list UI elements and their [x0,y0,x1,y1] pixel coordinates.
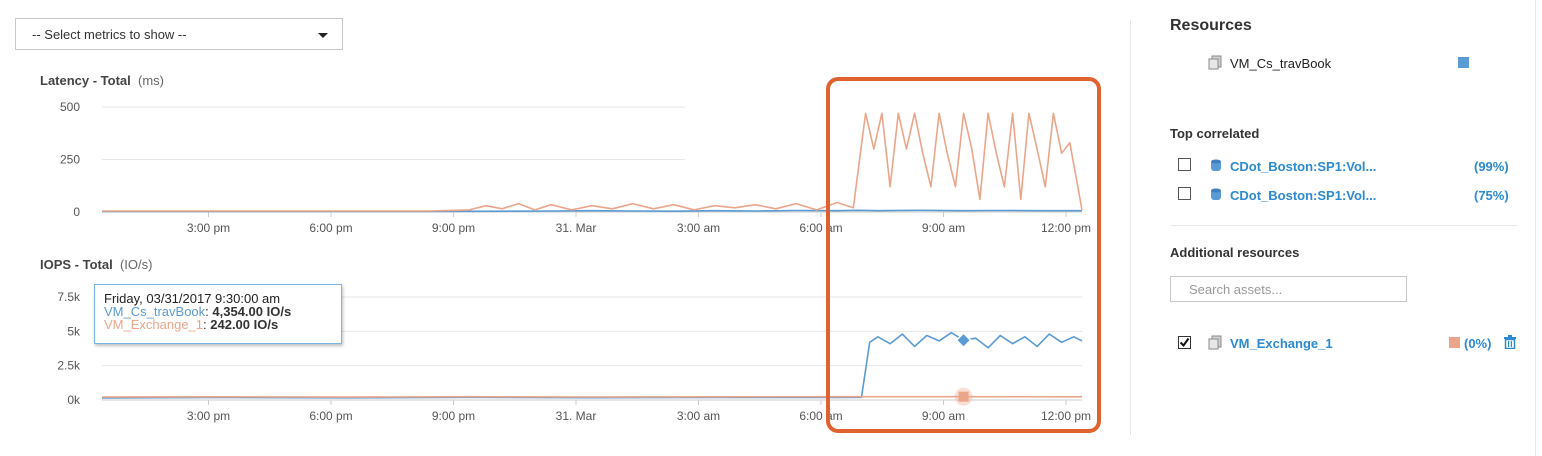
correlated-pct-1: (99%) [1474,159,1509,174]
tooltip-row-exchange: VM_Exchange_1: 242.00 IO/s [104,317,279,332]
y-tick-label: 500 [60,100,80,114]
x-tick-label: 9:00 pm [432,409,475,423]
trash-icon[interactable] [1504,335,1516,350]
y-tick-label: 2.5k [57,359,81,373]
tooltip-date: Friday, 03/31/2017 9:30:00 am [104,291,281,306]
y-tick-label: 5k [67,324,81,338]
highlight-box [826,77,1101,433]
x-tick-label: 31. Mar [556,409,597,423]
iops-title-text: IOPS - Total [40,257,113,272]
x-tick-label: 3:00 am [677,221,720,235]
hover-marker-exchange [958,391,969,402]
resource-name: VM_Cs_travBook [1230,56,1332,71]
x-tick-label: 3:00 am [677,409,720,423]
top-correlated-checkbox[interactable] [1178,158,1191,171]
y-tick-label: 0k [67,393,81,407]
correlated-link-1[interactable]: CDot_Boston:SP1:Vol... [1230,159,1377,174]
search-assets-input[interactable] [1170,276,1407,302]
iops-chart-title: IOPS - Total (IO/s) [40,257,152,272]
x-tick-label: 6:00 am [799,221,842,235]
series-line-vm-cs-travbook [102,209,1082,213]
x-tick-label: 9:00 am [922,409,965,423]
latency-chart-title: Latency - Total (ms) [40,73,164,88]
correlated-pct-2: (75%) [1474,188,1509,203]
latency-title-text: Latency - Total [40,73,131,88]
x-tick-label: 6:00 pm [309,409,352,423]
tooltip-series1-value: 4,354.00 IO/s [212,304,292,319]
x-tick-label: 6:00 pm [309,221,352,235]
metrics-select-label: -- Select metrics to show -- [32,27,187,42]
x-tick-label: 9:00 am [922,221,965,235]
tooltip-series1-name: VM_Cs_travBook [104,304,206,319]
latency-unit: (ms) [138,73,165,88]
x-tick-label: 9:00 pm [432,221,475,235]
x-tick-label: 31. Mar [556,221,597,235]
x-tick-label: 3:00 pm [187,221,230,235]
y-tick-label: 0 [73,205,80,219]
tooltip-row-travbook: VM_Cs_travBook: 4,354.00 IO/s [104,304,292,319]
correlated-link-2[interactable]: CDot_Boston:SP1:Vol... [1230,188,1377,203]
tooltip-series2-name: VM_Exchange_1 [104,317,204,332]
top-correlated-checkbox[interactable] [1178,187,1191,200]
additional-pct: (0%) [1464,336,1492,351]
hover-marker-travbook [955,332,972,349]
additional-resource-link[interactable]: VM_Exchange_1 [1230,336,1333,351]
panel-divider [1130,20,1131,435]
y-tick-label: 250 [60,153,80,167]
volume-icon [1211,159,1221,172]
resources-title: Resources [1170,17,1252,34]
y-tick-label: 7.5k [57,290,81,304]
additional-resources-title: Additional resources [1170,245,1300,260]
iops-unit: (IO/s) [119,257,153,272]
x-tick-label: 3:00 pm [187,409,230,423]
resource-color-swatch [1458,57,1469,68]
metrics-select[interactable]: -- Select metrics to show -- [15,18,343,50]
additional-color-swatch [1449,337,1460,348]
top-correlated-title: Top correlated [1170,126,1260,141]
latency-chart: 500 250 0 3:00 pm 6:00 pm 9:00 pm 31. Mar 3:00 … [60,100,1091,235]
x-tick-label: 12:00 pm [1041,221,1091,235]
tooltip-series2-value: 242.00 IO/s [210,317,279,332]
checkmark-icon [1179,337,1190,348]
vm-icon [1208,55,1222,70]
right-edge-divider [1535,0,1536,456]
panel-separator [1170,225,1517,226]
x-tick-label: 6:00 am [799,409,842,423]
additional-resource-checkbox[interactable] [1178,336,1191,349]
chevron-down-icon [318,33,328,38]
chart-tooltip: Friday, 03/31/2017 9:30:00 am VM_Cs_trav… [94,284,342,344]
series-line-vm-exchange-1 [102,112,1083,212]
volume-icon [1211,188,1221,201]
x-tick-label: 12:00 pm [1041,409,1091,423]
vm-icon [1208,335,1222,350]
